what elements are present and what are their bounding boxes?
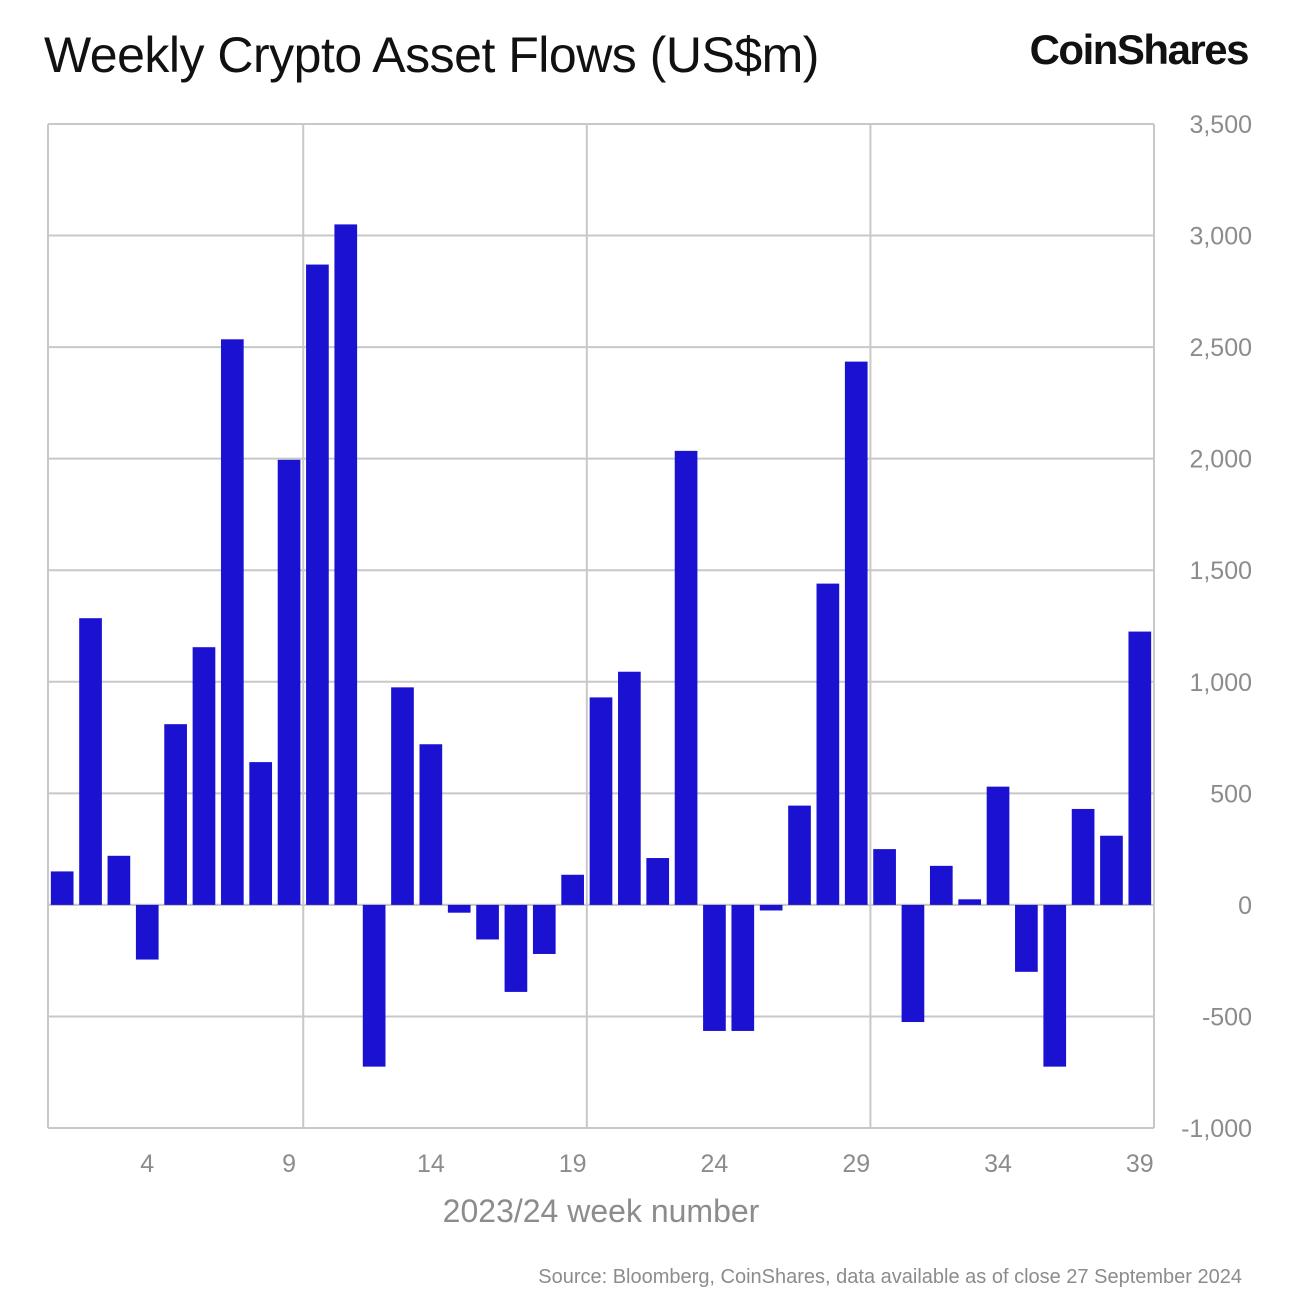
bar-week-17 bbox=[504, 904, 528, 992]
x-tick-label: 9 bbox=[282, 1150, 296, 1178]
bar-week-14 bbox=[419, 744, 443, 905]
bar-week-27 bbox=[788, 805, 811, 905]
x-tick-label: 4 bbox=[140, 1150, 154, 1178]
bar-week-30 bbox=[873, 849, 896, 905]
y-tick-label: -1,000 bbox=[1181, 1115, 1252, 1143]
y-tick-label: 2,000 bbox=[1189, 446, 1252, 474]
bar-week-6 bbox=[192, 647, 216, 905]
bar-week-34 bbox=[986, 786, 1010, 905]
bar-week-7 bbox=[220, 339, 244, 905]
grid-lines bbox=[47, 123, 1155, 1129]
bar-week-18 bbox=[532, 904, 556, 954]
bar-week-32 bbox=[929, 865, 953, 905]
y-tick-label: 3,000 bbox=[1189, 223, 1252, 251]
chart-title: Weekly Crypto Asset Flows (US$m) bbox=[44, 27, 819, 83]
bar-week-22 bbox=[646, 858, 670, 905]
coinshares-logo: CoinShares bbox=[1029, 26, 1250, 73]
bar-week-23 bbox=[674, 450, 698, 905]
x-tick-label: 29 bbox=[842, 1150, 870, 1178]
bar-week-25 bbox=[731, 904, 755, 1031]
bar-week-9 bbox=[277, 459, 301, 905]
bar-week-28 bbox=[816, 583, 840, 905]
bar-week-16 bbox=[476, 904, 499, 940]
x-tick-label: 34 bbox=[984, 1150, 1012, 1178]
bar-week-37 bbox=[1071, 808, 1095, 905]
bar-week-4 bbox=[135, 904, 159, 960]
bar-week-10 bbox=[306, 264, 329, 905]
bar-week-36 bbox=[1043, 904, 1067, 1067]
x-tick-label: 39 bbox=[1126, 1150, 1154, 1178]
bar-week-3 bbox=[107, 855, 131, 905]
bar-week-31 bbox=[901, 904, 925, 1023]
bar-week-21 bbox=[618, 671, 641, 905]
bar-week-12 bbox=[362, 904, 386, 1067]
x-tick-label: 19 bbox=[559, 1150, 587, 1178]
source-note: Source: Bloomberg, CoinShares, data avai… bbox=[538, 1266, 1242, 1288]
x-tick-label: 24 bbox=[701, 1150, 729, 1178]
bars bbox=[50, 224, 1152, 1067]
y-axis-ticks: 3,500 3,000 2,500 2,000 1,500 1,000 500 0 -500 -1… bbox=[1181, 111, 1252, 1143]
bar-week-29 bbox=[844, 361, 868, 905]
bar-week-19 bbox=[561, 874, 584, 905]
bar-week-2 bbox=[79, 618, 102, 905]
y-tick-label: 1,500 bbox=[1189, 557, 1252, 585]
y-tick-label: -500 bbox=[1202, 1003, 1252, 1031]
bar-week-38 bbox=[1100, 835, 1123, 905]
bar-week-13 bbox=[391, 687, 414, 905]
bar-week-24 bbox=[703, 904, 726, 1031]
bar-week-26 bbox=[759, 904, 783, 911]
y-tick-label: 2,500 bbox=[1189, 334, 1252, 362]
bar-week-11 bbox=[334, 224, 358, 905]
bar-week-5 bbox=[164, 724, 187, 905]
y-tick-label: 500 bbox=[1210, 780, 1252, 808]
x-axis-title: 2023/24 week number bbox=[443, 1193, 760, 1229]
bar-week-8 bbox=[249, 762, 273, 905]
bar-week-35 bbox=[1015, 904, 1038, 972]
bar-week-1 bbox=[50, 871, 74, 905]
y-tick-label: 3,500 bbox=[1189, 111, 1252, 139]
y-tick-label: 0 bbox=[1238, 892, 1252, 920]
x-tick-label: 14 bbox=[417, 1150, 445, 1178]
bar-week-33 bbox=[958, 899, 982, 905]
bar-week-15 bbox=[447, 904, 471, 913]
bar-week-39 bbox=[1128, 631, 1152, 905]
x-axis-ticks: 4 9 14 19 24 29 34 39 bbox=[140, 1150, 1153, 1178]
bar-week-20 bbox=[589, 697, 613, 905]
y-tick-label: 1,000 bbox=[1189, 669, 1252, 697]
